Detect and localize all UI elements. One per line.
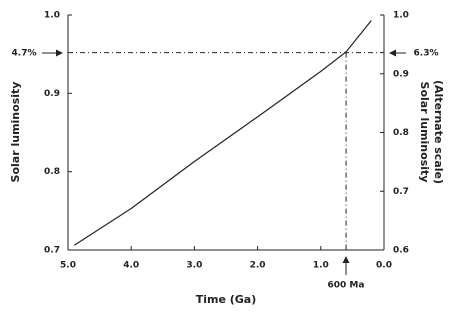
x-tick-label: 2.0 — [250, 261, 266, 271]
y-tick-label: 1.0 — [44, 11, 60, 21]
y-tick-label: 0.9 — [44, 89, 60, 99]
y2-tick-label: 0.8 — [393, 128, 409, 138]
x-tick-label: 1.0 — [313, 261, 329, 271]
y-tick-label: 0.8 — [44, 167, 60, 177]
x-tick-label: 4.0 — [123, 261, 139, 271]
annotation: 6.3% — [414, 49, 439, 59]
axes — [67, 15, 385, 251]
x-tick-label: 5.0 — [60, 261, 76, 271]
annotation: 4.7% — [12, 49, 37, 59]
y2-tick-label: 1.0 — [393, 11, 409, 21]
y2-tick-label: 0.7 — [393, 187, 409, 197]
line-series — [73, 20, 372, 246]
y-axis-title: Solar luminosity — [9, 82, 22, 183]
annotation: 600 Ma — [328, 281, 365, 291]
y2-tick-label: 0.9 — [393, 69, 409, 79]
y2-axis-title: (Alternate scale) — [432, 80, 445, 184]
y2-tick-label: 0.6 — [393, 246, 409, 256]
x-axis-title: Time (Ga) — [196, 293, 257, 306]
y-tick-label: 0.7 — [44, 246, 60, 256]
y2-axis-title: Solar luminosity — [418, 82, 431, 183]
x-tick-label: 0.0 — [376, 261, 392, 271]
x-tick-label: 3.0 — [186, 261, 202, 271]
